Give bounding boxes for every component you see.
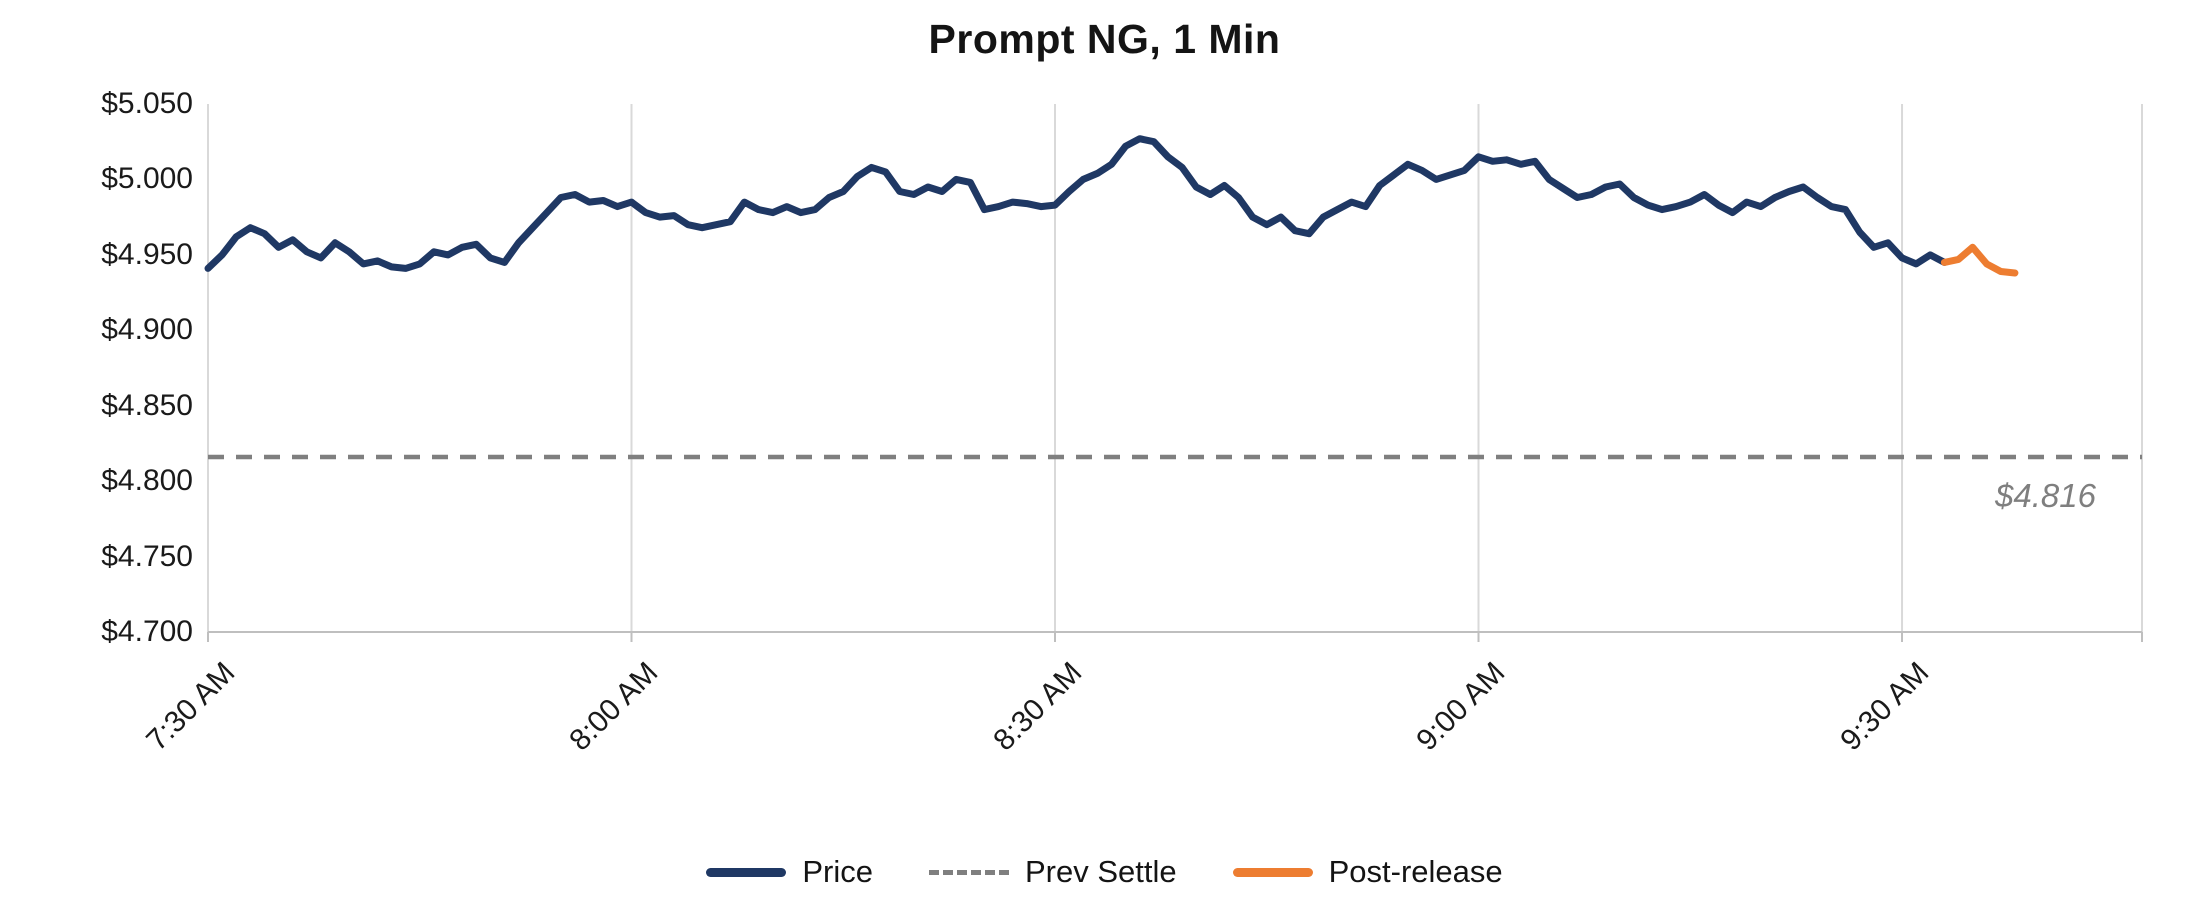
post-release-line-swatch: [1232, 867, 1313, 877]
post-release-line: [1940, 243, 2019, 277]
price-line-swatch: [706, 867, 787, 877]
chart-title: Prompt NG, 1 Min: [928, 16, 1281, 62]
y-tick-label: $4.750: [101, 539, 193, 573]
legend-item-prev-settle: Prev Settle: [928, 854, 1177, 890]
y-tick-label: $5.000: [101, 162, 193, 196]
y-tick-label: $4.900: [101, 313, 193, 347]
legend-label-prev-settle: Prev Settle: [1024, 854, 1177, 889]
y-tick-label: $4.850: [101, 388, 193, 422]
y-tick-label: $4.950: [101, 237, 193, 271]
legend-item-price: Price: [706, 854, 873, 890]
legend-item-post-release: Post-release: [1232, 854, 1503, 890]
price-line: [204, 135, 1948, 272]
y-tick-label: $4.700: [101, 615, 193, 648]
y-tick-label: $4.800: [101, 464, 193, 498]
legend: Price Prev Settle Post-release: [0, 854, 2209, 890]
prev-settle-line-swatch: [928, 869, 1009, 875]
legend-label-price: Price: [802, 854, 873, 889]
prev-settle-annotation: $4.816: [1995, 477, 2096, 514]
legend-label-post-release: Post-release: [1328, 854, 1503, 889]
y-tick-label: $5.050: [101, 87, 193, 120]
